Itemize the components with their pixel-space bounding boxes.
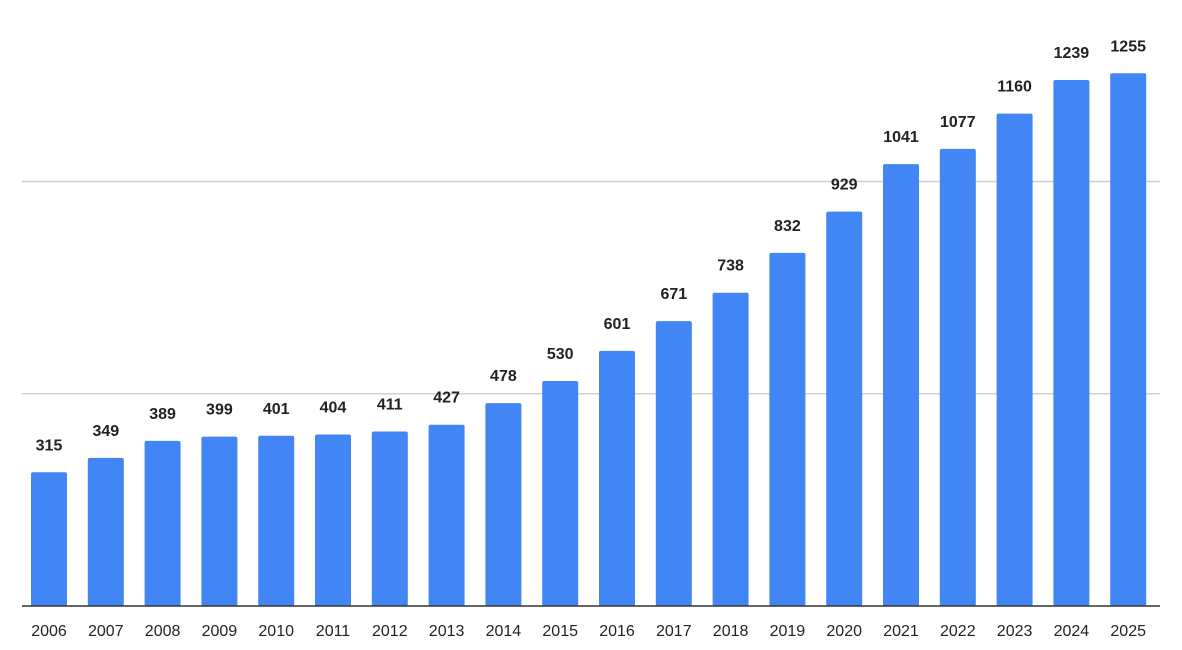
value-label-2014: 478 bbox=[490, 368, 517, 385]
gridlines bbox=[22, 180, 1160, 395]
x-tick-2010: 2010 bbox=[258, 623, 294, 640]
x-tick-2017: 2017 bbox=[656, 623, 692, 640]
value-label-2018: 738 bbox=[717, 258, 744, 275]
bar-2012 bbox=[371, 431, 408, 606]
bar-2011 bbox=[315, 434, 351, 606]
value-label-2021: 1041 bbox=[883, 129, 919, 146]
x-tick-2016: 2016 bbox=[599, 623, 635, 640]
value-label-2010: 401 bbox=[263, 401, 290, 418]
x-tick-2013: 2013 bbox=[429, 623, 465, 640]
x-tick-2007: 2007 bbox=[88, 623, 124, 640]
x-tick-2012: 2012 bbox=[372, 623, 408, 640]
bar-2010 bbox=[258, 435, 295, 606]
x-tick-2018: 2018 bbox=[713, 623, 749, 640]
bar-2013 bbox=[428, 424, 465, 606]
bar-2017 bbox=[655, 321, 692, 606]
value-label-2017: 671 bbox=[660, 286, 687, 303]
bar-2024 bbox=[1053, 80, 1090, 607]
bars bbox=[31, 73, 1147, 607]
value-label-2024: 1239 bbox=[1054, 45, 1090, 62]
bar-2006 bbox=[31, 472, 67, 606]
bar-2025 bbox=[1110, 73, 1147, 606]
value-label-2015: 530 bbox=[547, 346, 574, 363]
value-label-2023: 1160 bbox=[997, 79, 1032, 96]
x-tick-2023: 2023 bbox=[997, 623, 1033, 640]
value-label-2008: 389 bbox=[149, 406, 176, 423]
x-tick-2006: 2006 bbox=[31, 623, 67, 640]
x-axis-tick-labels: 2006 2007 2008 2009 2010 2011 2012 2013 2014 2015… bbox=[31, 623, 1146, 640]
x-tick-2014: 2014 bbox=[486, 623, 522, 640]
bar-2022 bbox=[939, 148, 976, 606]
x-tick-2024: 2024 bbox=[1054, 623, 1090, 640]
bar-2021 bbox=[883, 164, 919, 606]
value-label-2006: 315 bbox=[36, 437, 63, 454]
bar-2018 bbox=[712, 292, 749, 606]
bar-2014 bbox=[485, 403, 522, 606]
bar-2020 bbox=[826, 211, 863, 606]
bar-2023 bbox=[996, 113, 1033, 606]
value-label-2011: 404 bbox=[320, 400, 347, 417]
x-tick-2025: 2025 bbox=[1110, 623, 1146, 640]
x-tick-2008: 2008 bbox=[145, 623, 181, 640]
bar-2007 bbox=[87, 457, 124, 606]
value-label-2022: 1077 bbox=[940, 114, 976, 131]
x-tick-2019: 2019 bbox=[770, 623, 806, 640]
x-tick-2011: 2011 bbox=[316, 623, 351, 640]
value-label-2020: 929 bbox=[831, 177, 858, 194]
x-tick-2022: 2022 bbox=[940, 623, 976, 640]
value-label-2013: 427 bbox=[433, 390, 460, 407]
bar-2015 bbox=[542, 381, 579, 606]
value-label-2019: 832 bbox=[774, 218, 801, 235]
bar-2009 bbox=[201, 436, 238, 606]
value-label-2007: 349 bbox=[92, 423, 119, 440]
value-labels: 315 349 389 399 401 404 411 427 478 530 601 671 738 8… bbox=[36, 38, 1146, 454]
x-tick-2009: 2009 bbox=[202, 623, 238, 640]
value-label-2009: 399 bbox=[206, 402, 233, 419]
x-tick-2015: 2015 bbox=[542, 623, 578, 640]
value-label-2016: 601 bbox=[604, 316, 631, 333]
value-label-2012: 411 bbox=[377, 397, 403, 414]
bar-2019 bbox=[769, 252, 806, 607]
x-tick-2021: 2021 bbox=[883, 623, 919, 640]
bar-2016 bbox=[599, 350, 635, 606]
bar-2008 bbox=[144, 440, 181, 606]
value-label-2025: 1255 bbox=[1110, 38, 1146, 55]
x-tick-2020: 2020 bbox=[826, 623, 862, 640]
